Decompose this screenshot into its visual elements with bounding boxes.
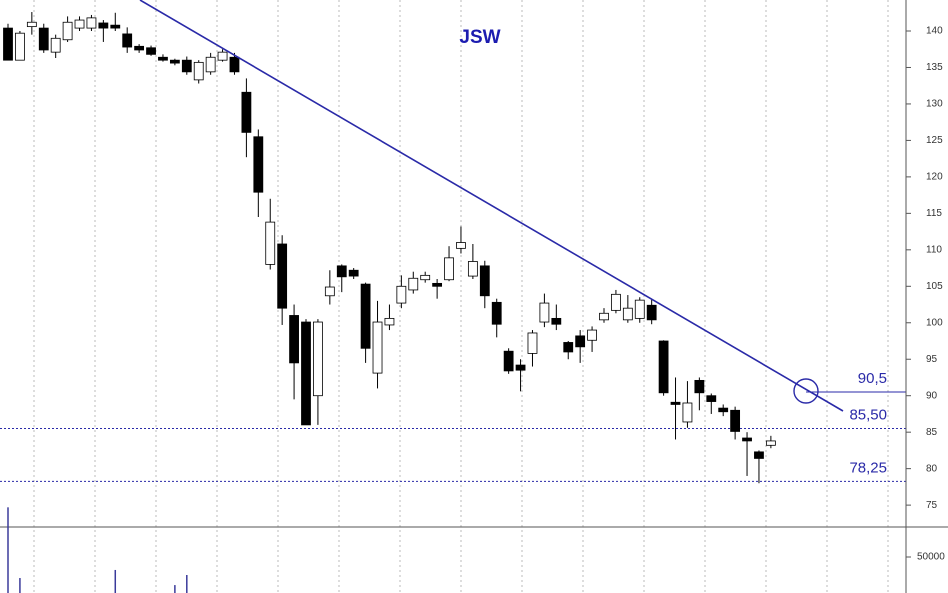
chart-title: JSW	[459, 27, 500, 48]
y-tick-label: 120	[926, 172, 943, 183]
candle-body	[110, 24, 121, 29]
candle-body	[479, 265, 490, 297]
y-tick-label: 130	[926, 99, 943, 110]
candle-body	[62, 21, 73, 41]
candle-body	[575, 335, 586, 348]
candle-body	[587, 329, 597, 341]
candle-body	[408, 277, 419, 291]
breakout-circle	[793, 378, 819, 404]
candle-body	[646, 304, 657, 321]
candle-body	[372, 321, 383, 374]
candle-body	[706, 395, 717, 402]
y-tick-label: 100	[926, 317, 943, 328]
candle-body	[38, 27, 49, 51]
candle-body	[420, 274, 431, 281]
y-tick-label: 110	[926, 244, 942, 255]
candle-body	[539, 302, 550, 323]
candle-body	[74, 19, 85, 29]
candle-body	[301, 321, 311, 426]
candle-body	[599, 312, 609, 321]
candle-body	[3, 27, 13, 61]
candle-body	[730, 409, 741, 432]
candle-body	[253, 136, 264, 193]
y-tick-label: 105	[926, 281, 943, 292]
y-tick-label: 115	[926, 208, 942, 219]
candle-body	[86, 17, 97, 29]
candle-body	[384, 317, 395, 326]
candle-body	[754, 451, 764, 459]
candle-body	[336, 265, 347, 278]
candle-body	[658, 340, 669, 394]
candle-body	[229, 56, 240, 73]
candle-body	[515, 364, 526, 371]
candle-body	[98, 22, 109, 29]
y-tick-label: 140	[926, 26, 943, 37]
candle-body	[503, 350, 514, 372]
candle-body	[217, 51, 228, 61]
candle-body	[265, 221, 276, 265]
candle-body	[527, 332, 538, 354]
candle-body	[181, 59, 192, 73]
candle-body	[50, 37, 61, 53]
candle-body	[193, 61, 204, 81]
candle-body	[634, 299, 645, 319]
candle-body	[670, 401, 681, 405]
candle-body	[682, 402, 693, 423]
y-tick-label: 80	[926, 463, 938, 474]
marks	[3, 12, 776, 593]
candle-body	[277, 243, 288, 309]
candle-body	[622, 307, 633, 321]
candle-body	[348, 269, 359, 277]
candle-body	[765, 440, 776, 446]
candle-body	[289, 315, 299, 364]
candle-body	[718, 407, 729, 413]
candle-body	[169, 59, 180, 64]
candle-body	[122, 33, 133, 48]
candle-body	[15, 32, 25, 61]
candle-body	[551, 317, 562, 325]
candle-body	[444, 257, 454, 281]
y-tick-label: 75	[926, 500, 938, 511]
level-label: 85,50	[849, 406, 887, 423]
trend-line	[139, 0, 844, 412]
candle-body	[467, 261, 478, 277]
candle-body	[611, 293, 621, 311]
candle-body	[456, 242, 466, 249]
candle-body	[205, 56, 216, 73]
candle-body	[313, 321, 323, 397]
level-label: 90,5	[858, 370, 887, 387]
y-tick-label: 95	[926, 354, 938, 365]
level-label: 78,25	[849, 459, 887, 476]
candle-body	[694, 379, 705, 394]
candle-body	[146, 47, 156, 55]
candle-body	[26, 21, 37, 28]
candle-body	[563, 342, 574, 353]
candle-body	[396, 285, 407, 304]
y-tick-label: 90	[926, 390, 938, 401]
candle-body	[158, 56, 168, 61]
y-tick-label: 125	[926, 135, 943, 146]
candle-body	[491, 301, 502, 325]
candle-body	[324, 286, 335, 297]
candle-body	[134, 45, 145, 51]
candle-body	[360, 283, 371, 349]
candle-body	[241, 91, 252, 133]
y-tick-label: 85	[926, 427, 938, 438]
y-tick-label: 135	[926, 62, 943, 73]
candle-body	[432, 282, 443, 287]
candle-body	[742, 437, 752, 442]
volume-tick-label: 50000	[917, 552, 945, 563]
